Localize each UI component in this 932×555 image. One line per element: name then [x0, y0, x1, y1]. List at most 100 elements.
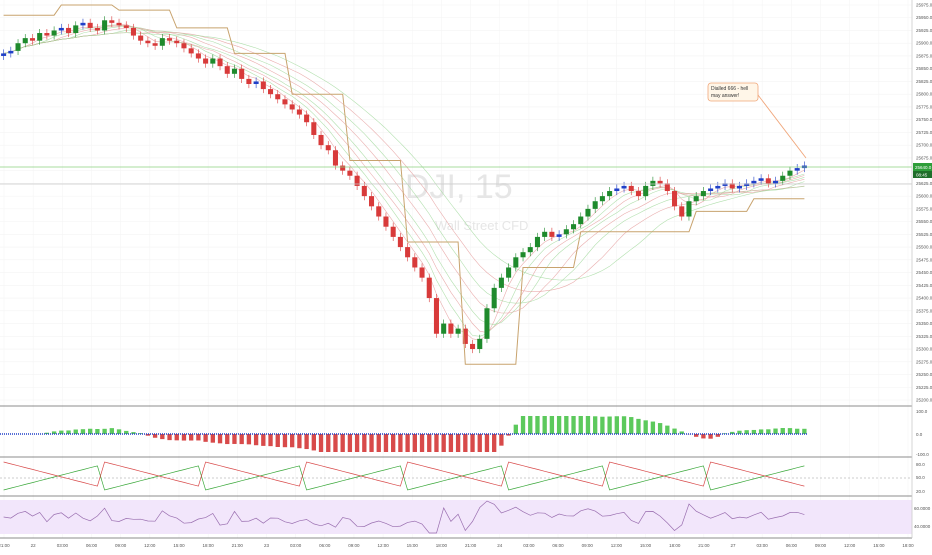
candle-body — [679, 206, 685, 217]
candle-body — [657, 180, 663, 184]
candle-body — [534, 236, 540, 248]
candle-body — [340, 165, 346, 171]
candle-body — [729, 183, 735, 189]
candle-body — [635, 191, 641, 197]
price-sub-badge — [913, 171, 932, 178]
candle-body — [123, 25, 129, 28]
candle-body — [722, 183, 728, 186]
price-tick-label: 25675.0 — [916, 155, 932, 160]
candle-body — [354, 175, 360, 186]
time-tick-label: 15:00 — [640, 543, 652, 548]
candle-body — [758, 178, 764, 181]
candle-body — [253, 81, 259, 84]
time-tick-label: 27 — [731, 543, 737, 548]
rsi-band — [0, 500, 912, 534]
candle-body — [181, 43, 187, 49]
price-tick-label: 25700.0 — [916, 143, 932, 148]
candle-body — [282, 99, 288, 105]
candle-body — [347, 170, 353, 176]
macd-axis-label-3: -100.0 — [916, 452, 929, 457]
stoch-axis-label-2: 50.0 — [916, 475, 925, 480]
macd-axis-label-2: 0.0 — [916, 432, 923, 437]
candle-body — [51, 30, 57, 36]
rsi-axis-label-1: 60.0000 — [914, 506, 931, 511]
price-tick-label: 25775.0 — [916, 104, 932, 109]
candle-body — [22, 38, 28, 44]
candle-body — [664, 183, 670, 192]
candle-body — [736, 185, 742, 189]
price-tick-label: 25575.0 — [916, 206, 932, 211]
main-pane — [0, 0, 912, 405]
price-tick-label: 25250.0 — [916, 372, 932, 377]
candle-body — [765, 178, 771, 184]
ema-line — [3, 29, 805, 304]
candle-body — [311, 122, 317, 135]
candle-body — [130, 27, 136, 36]
candle-body — [787, 170, 793, 176]
candle-body — [556, 234, 562, 237]
candle-body — [224, 66, 230, 74]
candle-body — [715, 185, 721, 189]
time-tick-label: 18:00 — [436, 543, 448, 548]
time-tick-label: 06:00 — [786, 543, 798, 548]
candle-body — [390, 226, 396, 237]
candle-body — [751, 180, 757, 184]
candle-body — [448, 323, 454, 334]
price-tick-label: 25275.0 — [916, 359, 932, 364]
candle-body — [260, 81, 266, 90]
time-tick-label: 21:00 — [0, 543, 10, 548]
candle-body — [498, 277, 504, 288]
candle-body — [592, 201, 598, 209]
candle-body — [58, 27, 64, 31]
time-tick-label: 12:00 — [144, 543, 156, 548]
time-tick-label: 12:00 — [844, 543, 856, 548]
price-tick-label: 25475.0 — [916, 257, 932, 262]
time-tick-label: 03:00 — [523, 543, 535, 548]
candle-body — [405, 247, 411, 258]
candle-body — [102, 20, 108, 31]
time-tick-label: 12:00 — [377, 543, 389, 548]
candle-body — [513, 257, 519, 268]
price-tick-label: 25625.0 — [916, 181, 932, 186]
candles — [1, 16, 807, 354]
candle-body — [152, 43, 158, 46]
rsi-axis-label-2: 40.0000 — [914, 524, 931, 529]
candle-body — [1, 53, 7, 56]
candle-body — [138, 35, 144, 41]
candle-body — [203, 58, 209, 64]
candle-body — [542, 231, 548, 237]
ema-ribbons — [3, 23, 805, 341]
time-tick-label: 18:00 — [902, 543, 914, 548]
candle-body — [621, 185, 627, 189]
time-tick-label: 09:00 — [348, 543, 360, 548]
candle-body — [369, 196, 375, 207]
candle-body — [325, 145, 331, 151]
candle-body — [80, 22, 86, 26]
candle-body — [289, 104, 295, 110]
time-tick-label: 03:00 — [290, 543, 302, 548]
candle-body — [174, 40, 180, 44]
price-sub-label: 08:45 — [916, 173, 928, 178]
candle-body — [15, 43, 21, 51]
candle-body — [484, 308, 490, 339]
candle-body — [686, 201, 692, 217]
price-tick-label: 25200.0 — [916, 398, 932, 403]
candle-body — [578, 216, 584, 225]
stop-line — [3, 4, 805, 365]
current-price-badge — [913, 163, 932, 171]
macd-axis-label-1: 100.0 — [916, 409, 928, 414]
price-tick-label: 25725.0 — [916, 130, 932, 135]
time-tick-label: 18:00 — [669, 543, 681, 548]
candle-body — [433, 298, 439, 334]
candle-body — [332, 150, 338, 166]
time-tick-label: 03:00 — [57, 543, 69, 548]
price-tick-label: 25950.0 — [916, 15, 932, 20]
price-tick-label: 25900.0 — [916, 41, 932, 46]
candle-body — [94, 27, 100, 31]
time-tick-label: 23 — [264, 543, 270, 548]
candle-body — [239, 68, 245, 79]
candle-body — [37, 33, 43, 41]
candle-body — [585, 208, 591, 217]
price-tick-label: 25850.0 — [916, 66, 932, 71]
